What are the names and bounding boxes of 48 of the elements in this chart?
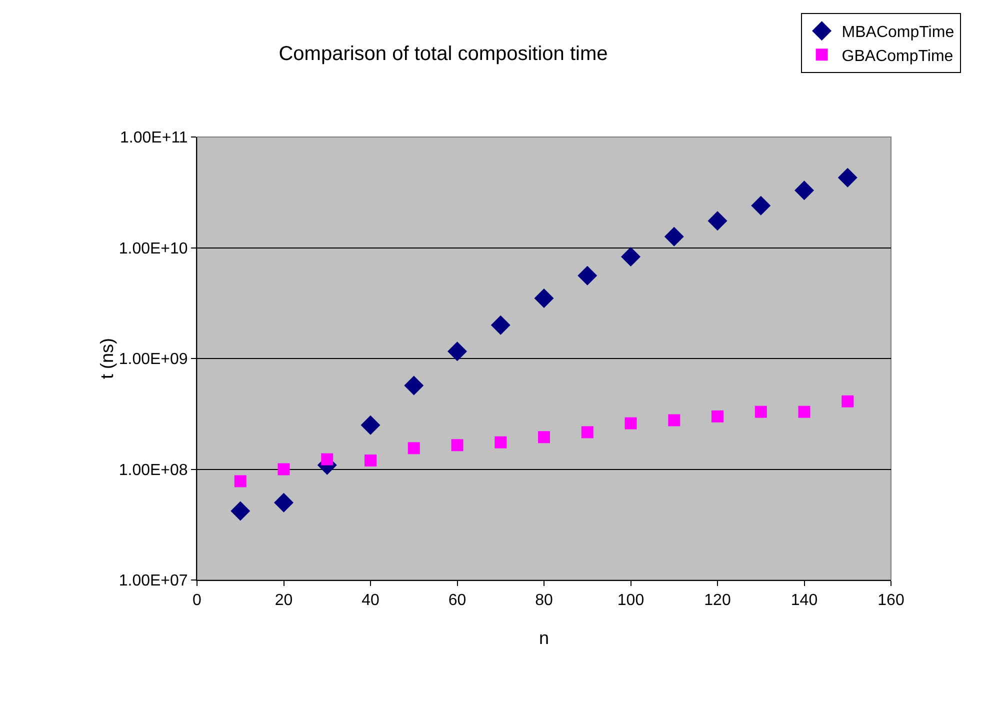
y-tick-label: 1.00E+07 (118, 572, 188, 590)
point (451, 439, 464, 452)
x-tick-label: 120 (704, 592, 731, 610)
point (494, 436, 507, 448)
point (581, 426, 594, 438)
point (798, 406, 810, 418)
y-axis-title: t (ns) (96, 338, 117, 380)
point (448, 342, 467, 362)
x-tick-label: 80 (535, 592, 553, 610)
point (708, 211, 728, 231)
legend-label: GBACompTime (842, 48, 954, 65)
point (842, 395, 854, 408)
chart-title: Comparison of total composition time (278, 42, 608, 65)
point (538, 431, 550, 444)
point (624, 417, 637, 430)
point (621, 246, 640, 266)
point (578, 266, 598, 286)
point (278, 463, 290, 476)
point (274, 492, 294, 512)
point (838, 168, 858, 188)
point (751, 196, 771, 216)
point (360, 415, 380, 435)
x-tick-label: 160 (878, 592, 904, 610)
y-tick-label: 1.00E+09 (118, 351, 188, 368)
point (712, 410, 724, 422)
point (404, 376, 424, 396)
point (794, 180, 814, 200)
y-tick-label: 1.00E+11 (120, 130, 188, 147)
point (321, 453, 334, 466)
y-tick-label: 1.00E+08 (118, 462, 188, 479)
point (664, 226, 684, 246)
x-tick-label: 20 (274, 592, 293, 610)
x-tick-label: 40 (362, 592, 380, 610)
point (230, 501, 250, 521)
point (534, 288, 554, 308)
x-axis-title: n (538, 628, 550, 648)
x-tick-label: 0 (192, 592, 202, 610)
x-tick-label: 100 (617, 592, 644, 610)
x-tick-label: 60 (448, 592, 466, 610)
point (364, 454, 376, 466)
y-tick-label: 1.00E+10 (118, 240, 188, 258)
point (408, 442, 420, 454)
point (490, 315, 510, 335)
x-tick-label: 140 (790, 592, 818, 610)
point (754, 406, 767, 418)
point (234, 475, 246, 488)
legend-label: MBACompTime (842, 24, 954, 42)
point (668, 414, 680, 426)
